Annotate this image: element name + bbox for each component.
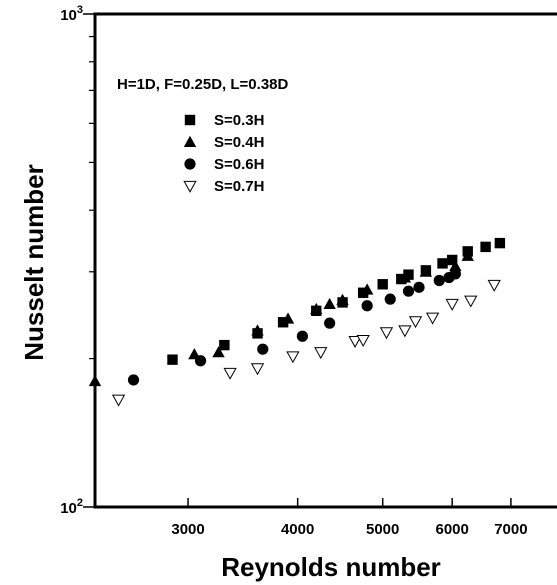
- data-point: [314, 347, 328, 360]
- x-axis-title: Reynolds number: [221, 552, 441, 582]
- data-point: [324, 317, 336, 329]
- legend-label: S=0.4H: [214, 134, 264, 151]
- data-point: [384, 293, 396, 305]
- data-point: [377, 279, 388, 290]
- legend-marker: [184, 158, 196, 170]
- data-point: [480, 241, 491, 253]
- data-point: [398, 325, 412, 338]
- data-point: [281, 312, 295, 324]
- data-point: [323, 297, 336, 310]
- data-point: [88, 374, 102, 387]
- data-point: [111, 394, 126, 407]
- y-axis-title: Nusselt number: [19, 164, 49, 361]
- legend: S=0.3H S=0.4H S=0.6H S=0.7H: [183, 112, 264, 195]
- data-point: [219, 339, 230, 351]
- data-point: [379, 327, 394, 340]
- data-point: [461, 249, 474, 261]
- legend-label: S=0.7H: [214, 178, 264, 195]
- data-point: [487, 279, 501, 292]
- data-point: [449, 268, 461, 280]
- data-point: [336, 293, 349, 305]
- legend-label: S=0.6H: [214, 156, 264, 173]
- legend-marker: [183, 180, 197, 193]
- chart-annotation: H=1D, F=0.25D, L=0.38D: [117, 76, 289, 93]
- data-series-layer: [88, 237, 506, 407]
- data-point: [286, 351, 300, 364]
- x-tick-label: 5000: [366, 521, 399, 538]
- data-point: [250, 363, 265, 376]
- series-s-0-6h: [127, 268, 461, 386]
- data-point: [257, 343, 269, 355]
- data-point: [445, 298, 459, 311]
- data-point: [348, 335, 362, 348]
- data-point: [437, 258, 448, 269]
- data-point: [408, 316, 423, 329]
- x-tick-label: 7000: [494, 521, 527, 538]
- series-s-0-7h: [111, 279, 501, 407]
- data-point: [446, 254, 458, 266]
- data-point: [398, 271, 412, 283]
- legend-marker: [184, 114, 196, 126]
- data-point: [212, 346, 225, 358]
- y-axis-ticks: 102 103: [60, 4, 95, 517]
- data-point: [127, 374, 140, 386]
- data-point: [360, 283, 374, 295]
- legend-marker: [183, 135, 197, 147]
- x-tick-label: 4000: [281, 521, 314, 538]
- data-point: [194, 355, 207, 367]
- x-axis-ticks: 3000 4000 5000 6000 7000: [171, 498, 528, 538]
- data-point: [403, 269, 414, 280]
- data-point: [296, 330, 309, 342]
- data-point: [464, 295, 478, 308]
- y-tick-label: 103: [60, 4, 83, 24]
- data-point: [433, 274, 445, 287]
- legend-label: S=0.3H: [214, 112, 264, 129]
- data-point: [223, 367, 237, 380]
- data-point: [310, 302, 323, 315]
- plot-area-frame: [93, 12, 557, 509]
- data-point: [361, 300, 373, 312]
- data-point: [419, 265, 433, 277]
- data-point: [494, 237, 506, 249]
- data-point: [251, 324, 264, 336]
- data-point: [425, 312, 440, 325]
- y-tick-label: 102: [60, 497, 83, 517]
- data-point: [167, 354, 178, 365]
- x-tick-label: 6000: [435, 521, 468, 538]
- x-tick-label: 3000: [171, 521, 204, 538]
- data-point: [413, 281, 425, 293]
- data-point: [402, 285, 415, 297]
- y-minor-ticks: [89, 35, 95, 360]
- data-point: [356, 335, 370, 347]
- data-point: [449, 259, 462, 272]
